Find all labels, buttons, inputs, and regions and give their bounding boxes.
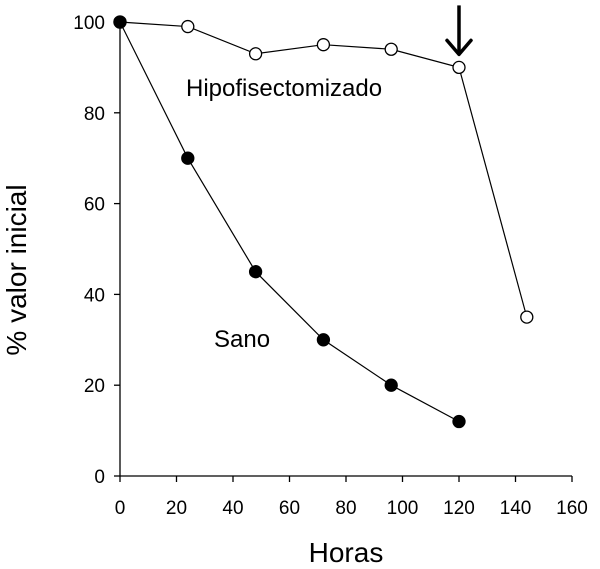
filled-data-point xyxy=(248,265,263,279)
open-data-point xyxy=(452,60,466,75)
x-tick-label: 60 xyxy=(279,498,300,519)
filled-data-point xyxy=(384,378,398,392)
x-tick-label: 20 xyxy=(166,498,187,519)
open-data-point xyxy=(181,19,195,34)
x-tick-label: 100 xyxy=(387,498,419,519)
filled-data-point xyxy=(181,151,195,165)
x-tick-label: 40 xyxy=(222,498,243,519)
open-data-point xyxy=(316,38,331,52)
y-tick-label: 100 xyxy=(73,13,105,34)
series-label-hipofisectomizado: Hipofisectomizado xyxy=(186,75,382,102)
x-tick-label: 80 xyxy=(335,498,356,519)
filled-data-point xyxy=(452,414,466,429)
y-tick-label: 40 xyxy=(84,285,105,306)
series-layer xyxy=(113,5,534,429)
open-data-point xyxy=(248,47,263,61)
y-tick-label: 60 xyxy=(84,195,105,216)
axes xyxy=(114,21,573,482)
y-axis-title: % valor inicial xyxy=(1,184,32,355)
y-tick-label: 80 xyxy=(84,104,105,125)
series-line-0 xyxy=(119,21,528,318)
x-axis-title: Horas xyxy=(309,537,384,568)
filled-data-point xyxy=(113,15,127,29)
down-arrow-icon xyxy=(445,5,473,57)
open-data-point xyxy=(384,42,398,56)
x-tick-label: 0 xyxy=(115,498,126,519)
y-tick-label: 20 xyxy=(84,376,105,397)
filled-data-point xyxy=(316,333,331,347)
open-data-point xyxy=(520,310,534,324)
series-label-sano: Sano xyxy=(214,326,270,353)
x-tick-label: 160 xyxy=(556,498,588,519)
labels-layer: 0 20 40 60 80 100 0 20 40 60 80 100 120 140 160 xyxy=(73,13,588,519)
series-line-1 xyxy=(119,21,460,423)
x-tick-label: 140 xyxy=(500,498,532,519)
arrow-head xyxy=(445,38,473,57)
y-tick-label: 0 xyxy=(94,467,105,488)
x-tick-label: 120 xyxy=(443,498,475,519)
